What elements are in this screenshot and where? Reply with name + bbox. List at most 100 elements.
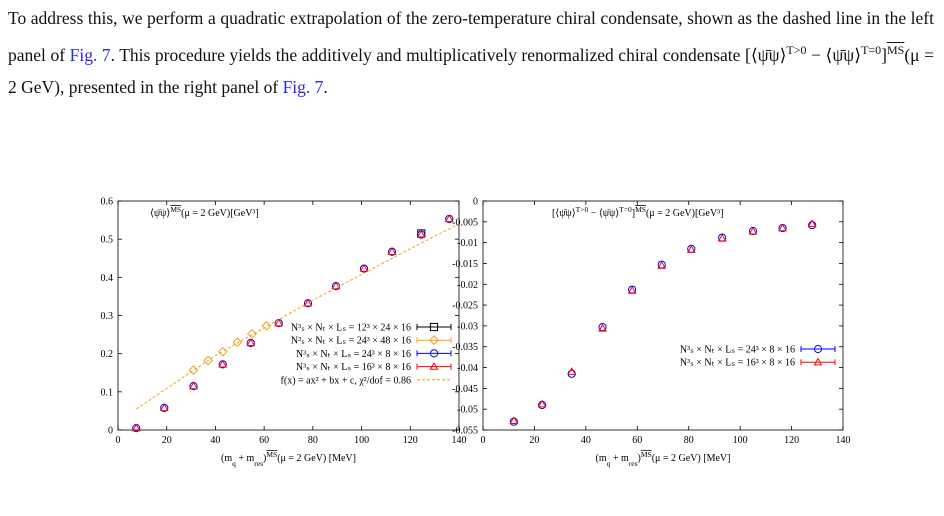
point (807, 219, 817, 228)
point (808, 221, 817, 230)
y-tick-label: -0.035 (452, 342, 478, 353)
point (218, 359, 228, 368)
x-tick-label: 80 (684, 435, 694, 446)
legend-label: N³ₛ × Nₜ × Lₛ = 24³ × 8 × 16 (680, 345, 795, 356)
formula: T=0 (861, 43, 882, 57)
y-tick-label: -0.04 (457, 363, 478, 374)
y-tick-label: 0.2 (101, 349, 114, 360)
x-tick-label: 60 (259, 435, 269, 446)
legend-marker (429, 335, 439, 346)
label-part: T=0 (619, 205, 632, 214)
formula: T>0 (786, 43, 807, 57)
label-part: ) (263, 453, 266, 464)
legend-label: N³ₛ × Nₜ × Lₛ = 24³ × 48 × 16 (291, 336, 411, 347)
point (686, 245, 696, 253)
y-tick-label: 0.6 (101, 197, 114, 208)
text: . This procedure yields the additively a… (110, 45, 745, 65)
formula: ] (881, 45, 887, 65)
legend-marker (429, 322, 439, 332)
x-tick-label: 80 (308, 435, 318, 446)
point (303, 298, 313, 307)
x-tick-label: 0 (481, 435, 486, 446)
paragraph: To address this, we perform a quadratic … (8, 2, 934, 103)
legend-label: N³ₛ × Nₜ × Lₛ = 16³ × 8 × 16 (296, 362, 411, 373)
figure-link[interactable]: Fig. 7 (282, 77, 324, 97)
legend-label: N³ₛ × Nₜ × Lₛ = 24³ × 8 × 16 (296, 349, 411, 360)
label-part: + m (236, 453, 255, 464)
x-tick-label: 20 (529, 435, 539, 446)
label-part: (m (221, 453, 232, 464)
y-tick-label: -0.02 (457, 280, 478, 291)
x-tick-label: 40 (581, 435, 591, 446)
label-part: res (629, 459, 638, 468)
point (567, 367, 577, 375)
y-tick-label: -0.055 (452, 426, 478, 437)
point (717, 233, 727, 242)
legend-marker (429, 349, 439, 358)
legend-marker (429, 361, 439, 370)
x-tick-label: 20 (162, 435, 172, 446)
y-tick-label: 0 (473, 197, 478, 208)
point (509, 416, 519, 425)
label-part: (μ = 2 GeV)[GeV³] (646, 208, 724, 219)
point (444, 214, 454, 223)
label-part: q (232, 459, 236, 468)
legend-label: f(x) = ax² + bx + c, χ²/dof = 0.86 (281, 375, 411, 386)
point (657, 260, 667, 269)
formula: [⟨ψ̄ψ⟩ (745, 45, 787, 65)
point (416, 229, 426, 238)
x-tick-label: 60 (632, 435, 642, 446)
point (131, 423, 141, 432)
x-tick-label: 40 (210, 435, 220, 446)
label-part: (μ = 2 GeV) [MeV] (277, 453, 356, 464)
label-part: [⟨ψ̄ψ⟩ (552, 208, 576, 219)
point (203, 355, 214, 366)
point (217, 346, 228, 357)
plot-frame (117, 200, 460, 431)
point (274, 318, 284, 327)
point (246, 338, 256, 347)
point (567, 369, 576, 378)
y-tick-label: -0.015 (452, 259, 478, 270)
label-part: ) (638, 453, 641, 464)
point (598, 323, 608, 332)
text: . (323, 77, 328, 97)
legend-label: N³ₛ × Nₜ × Lₛ = 16³ × 8 × 16 (680, 358, 795, 369)
label-part: T>0 (576, 205, 589, 214)
point (387, 247, 397, 255)
y-tick-label: -0.01 (457, 238, 478, 249)
label: [⟨ψ̄ψ⟩T>0 − ⟨ψ̄ψ⟩T=0]MS(μ = 2 GeV)[GeV³] (552, 205, 724, 220)
label-part: res (254, 459, 263, 468)
y-tick-label: 0.5 (101, 235, 114, 246)
fit-line (135, 223, 460, 410)
y-tick-label: 0.4 (101, 273, 114, 284)
label: (mq + mres)MS(μ = 2 GeV) [MeV] (221, 450, 356, 468)
label-part: (μ = 2 GeV) [MeV] (652, 453, 731, 464)
formula: MS (887, 43, 905, 57)
point (189, 381, 198, 390)
x-tick-label: 140 (836, 435, 851, 446)
legend-marker (813, 357, 823, 366)
formula: − ⟨ψ̄ψ⟩ (806, 45, 862, 65)
y-tick-label: -0.03 (457, 321, 478, 332)
label-part: MS (635, 205, 646, 214)
legend-label: N³ₛ × Nₜ × Lₛ = 12³ × 24 × 16 (291, 323, 411, 334)
text: , presented in the right panel of (60, 77, 283, 97)
text: To address this, we perform a quadratic … (8, 8, 934, 65)
label: ⟨ψ̄ψ⟩MS(μ = 2 GeV)[GeV³] (150, 205, 259, 220)
label-part: ⟨ψ̄ψ⟩ (150, 208, 170, 219)
x-tick-label: 0 (116, 435, 121, 446)
y-tick-label: -0.005 (452, 217, 478, 228)
x-tick-label: 100 (733, 435, 748, 446)
label-part: MS (266, 450, 277, 459)
figure-link[interactable]: Fig. 7 (69, 45, 111, 65)
label-part: (m (596, 453, 607, 464)
label-part: (μ = 2 GeV)[GeV³] (181, 208, 259, 219)
x-tick-label: 120 (403, 435, 418, 446)
label-part: MS (170, 205, 181, 214)
y-tick-label: -0.05 (457, 405, 478, 416)
legend-marker (813, 344, 823, 354)
point (359, 263, 369, 272)
label-part: − ⟨ψ̄ψ⟩ (588, 208, 619, 219)
